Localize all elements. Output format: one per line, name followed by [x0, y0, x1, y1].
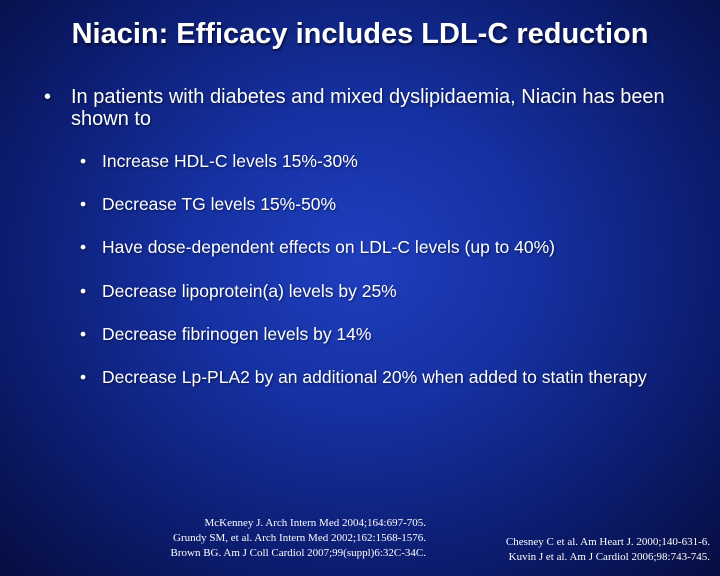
sub-bullet-text: Decrease lipoprotein(a) levels by 25% — [102, 281, 397, 301]
bullet-marker: • — [80, 151, 87, 171]
bullet-marker: • — [80, 237, 87, 257]
references-right: Chesney C et al. Am Heart J. 2000;140-63… — [440, 535, 710, 565]
main-bullet: • In patients with diabetes and mixed dy… — [44, 86, 694, 130]
reference: Kuvin J et al. Am J Cardiol 2006;98:743-… — [508, 551, 710, 563]
sub-bullet-text: Increase HDL-C levels 15%-30% — [102, 151, 358, 171]
sub-bullet-text: Have dose-dependent effects on LDL-C lev… — [102, 237, 556, 257]
slide-title: Niacin: Efficacy includes LDL-C reductio… — [71, 18, 649, 50]
bullet-marker: • — [44, 86, 52, 108]
main-bullet-text: In patients with diabetes and mixed dysl… — [71, 86, 665, 130]
reference: Grundy SM, et al. Arch Intern Med 2002;1… — [173, 532, 426, 544]
reference: McKenney J. Arch Intern Med 2004;164:697… — [204, 517, 427, 529]
sub-bullet-ldl: • Have dose-dependent effects on LDL-C l… — [80, 238, 680, 257]
reference: Brown BG. Am J Coll Cardiol 2007;99(supp… — [170, 547, 426, 559]
bullet-marker: • — [80, 194, 87, 214]
bullet-marker: • — [80, 367, 87, 387]
reference: Chesney C et al. Am Heart J. 2000;140-63… — [505, 536, 710, 548]
references-left: McKenney J. Arch Intern Med 2004;164:697… — [120, 516, 426, 561]
bullet-marker: • — [80, 281, 87, 301]
sub-bullet-lpa: • Decrease lipoprotein(a) levels by 25% — [80, 282, 680, 301]
sub-bullet-lppla2: • Decrease Lp-PLA2 by an additional 20% … — [80, 368, 660, 387]
sub-bullet-tg: • Decrease TG levels 15%-50% — [80, 195, 680, 214]
bullet-marker: • — [80, 324, 87, 344]
sub-bullet-text: Decrease fibrinogen levels by 14% — [102, 324, 372, 344]
sub-bullet-hdl: • Increase HDL-C levels 15%-30% — [80, 152, 680, 171]
sub-bullet-fibrinogen: • Decrease fibrinogen levels by 14% — [80, 325, 680, 344]
sub-bullet-text: Decrease Lp-PLA2 by an additional 20% wh… — [102, 367, 647, 387]
sub-bullet-text: Decrease TG levels 15%-50% — [102, 194, 337, 214]
